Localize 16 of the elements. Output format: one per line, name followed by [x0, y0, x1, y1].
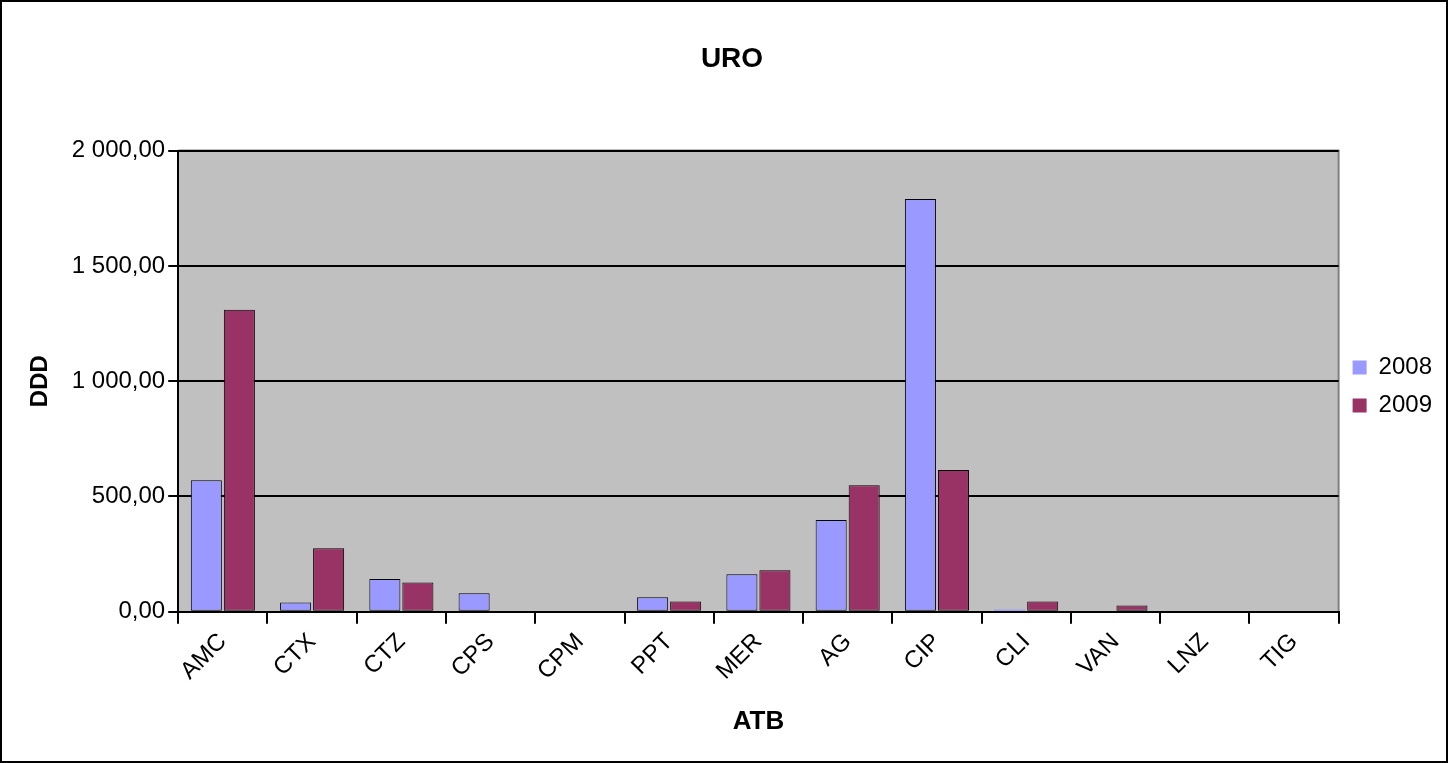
x-tick-label: CIP [897, 627, 946, 675]
x-tick-label: TIG [1254, 627, 1303, 675]
y-axis-title: DDD [25, 355, 53, 408]
legend-label: 2009 [1378, 390, 1432, 418]
y-tick-label: 500,00 [91, 481, 166, 509]
x-tick-label: VAN [1070, 627, 1124, 680]
y-tick-label: 1 500,00 [71, 250, 166, 278]
y-tick-label: 0,00 [118, 596, 166, 624]
y-tick-label: 1 000,00 [71, 365, 166, 393]
x-tick-label: CLI [988, 627, 1035, 673]
x-tick-label: AG [812, 627, 856, 671]
chart-title: URO [700, 41, 764, 73]
x-tick-label: CTZ [357, 627, 410, 680]
y-tick-label: 2 000,00 [71, 135, 166, 163]
x-axis-title: ATB [732, 704, 785, 735]
legend-label: 2008 [1378, 352, 1432, 380]
